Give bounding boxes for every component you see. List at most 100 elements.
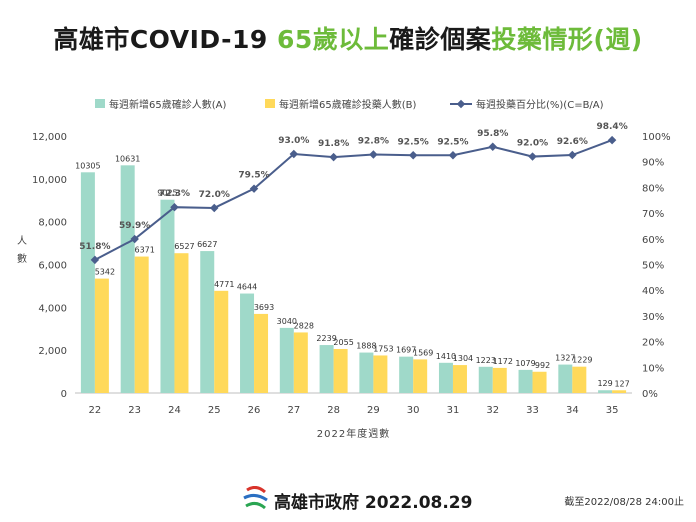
data-label-b: 1753: [373, 344, 393, 353]
bar-series-a: [359, 352, 374, 393]
y2-tick-label: 40%: [642, 286, 664, 297]
legend-label-c: 每週投藥百分比(%)(C=B/A): [476, 100, 604, 111]
y2-tick-label: 70%: [642, 209, 664, 220]
data-label-b: 5342: [95, 268, 115, 277]
x-axis-label: 2022年度週數: [317, 427, 390, 440]
bar-series-a: [518, 369, 533, 393]
y2-tick-label: 60%: [642, 235, 664, 246]
y2-tick-label: 20%: [642, 338, 664, 349]
line-point-c: [90, 255, 100, 265]
line-point-c: [607, 135, 617, 145]
x-tick-label: 33: [526, 405, 539, 416]
data-label-b: 992: [535, 361, 550, 370]
bar-series-b: [134, 256, 149, 393]
data-label-c: 92.6%: [557, 137, 588, 147]
line-point-c: [289, 149, 299, 159]
line-point-c: [130, 234, 139, 244]
bar-series-a: [399, 356, 414, 393]
x-tick-label: 34: [566, 405, 579, 416]
y-tick-label: 4,000: [38, 303, 67, 314]
x-tick-label: 31: [447, 405, 460, 416]
chart-title: 高雄市COVID-19 65歲以上確診個案投藥情形(週): [0, 20, 696, 56]
data-label-c: 59.9%: [119, 221, 150, 231]
legend-swatch-a: [95, 99, 105, 108]
x-tick-label: 27: [287, 405, 300, 416]
line-point-c: [568, 150, 577, 160]
line-point-c: [528, 152, 537, 161]
data-label-c: 91.8%: [318, 139, 349, 149]
kaohsiung-city-logo-icon: [243, 486, 268, 510]
data-label-c: 79.5%: [238, 171, 269, 181]
y-tick-label: 12,000: [32, 132, 67, 143]
bar-series-a: [120, 165, 135, 393]
y-axis-label: 人: [17, 235, 27, 247]
y2-tick-label: 100%: [642, 132, 671, 143]
bar-series-b: [333, 348, 348, 393]
line-point-c: [488, 142, 497, 152]
y2-tick-label: 0%: [642, 389, 658, 400]
bar-series-b: [572, 366, 587, 393]
y-tick-label: 8,000: [38, 218, 67, 229]
data-label-b: 1229: [572, 356, 592, 365]
x-tick-label: 30: [407, 405, 420, 416]
footer-cutoff-note: 截至2022/08/28 24:00止: [564, 497, 684, 508]
y-axis-label: 數: [17, 252, 27, 265]
bar-series-a: [438, 362, 453, 393]
x-tick-label: 25: [208, 405, 221, 416]
y2-tick-label: 80%: [642, 183, 664, 194]
data-label-c: 92.5%: [437, 137, 468, 147]
data-label-b: 6527: [174, 242, 194, 251]
x-tick-label: 28: [327, 405, 340, 416]
chart-canvas: 0 2,000 4,000 6,000 8,000 10,000 12,000 0% 10% 20…: [17, 122, 671, 440]
bar-series-b: [373, 355, 388, 393]
data-label-a: 1888: [356, 342, 376, 351]
bar-series-a: [240, 293, 255, 393]
data-label-a: 10631: [115, 154, 140, 163]
line-series-c: [94, 139, 613, 261]
data-label-c: 51.8%: [79, 242, 110, 252]
bar-series-a: [319, 345, 334, 393]
legend-swatch-b: [265, 99, 275, 108]
bar-series-b: [452, 365, 467, 393]
footer-org-date: 高雄市政府 2022.08.29: [274, 493, 473, 513]
line-point-c: [408, 151, 418, 160]
title-part-3: 確診個案: [389, 25, 492, 54]
bar-series-b: [413, 359, 428, 393]
data-label-a: 1327: [555, 354, 575, 363]
data-label-c: 95.8%: [477, 129, 508, 139]
data-label-c: 98.4%: [596, 122, 627, 132]
title-part-4: 投藥情形(週): [491, 25, 643, 54]
y2-tick-label: 30%: [642, 312, 664, 323]
data-label-a: 1697: [396, 346, 416, 355]
data-label-a: 4644: [237, 283, 257, 292]
data-label-b: 127: [614, 379, 629, 388]
bar-series-b: [214, 290, 229, 393]
data-label-b: 1304: [453, 354, 473, 363]
data-label-b: 1569: [413, 348, 433, 357]
line-point-c: [329, 152, 338, 162]
x-tick-label: 29: [367, 405, 380, 416]
line-point-c: [210, 203, 219, 213]
x-tick-label: 35: [606, 405, 619, 416]
data-label-b: 2055: [333, 338, 353, 347]
data-label-a: 1079: [515, 359, 535, 368]
data-label-a: 3040: [277, 317, 297, 326]
y2-tick-label: 50%: [642, 261, 664, 272]
data-label-a: 2239: [316, 334, 336, 343]
bar-series-a: [558, 364, 573, 393]
data-label-a: 129: [597, 379, 612, 388]
bar-series-b: [174, 253, 189, 393]
data-label-a: 1223: [476, 356, 496, 365]
data-label-a: 6627: [197, 240, 217, 249]
data-label-a: 1410: [436, 352, 456, 361]
y-tick-label: 0: [61, 389, 67, 400]
bar-series-b: [293, 332, 308, 393]
legend-line-marker-icon: [450, 99, 472, 109]
legend-label-a: 每週新增65歲確診人數(A): [109, 100, 227, 111]
bar-series-b: [492, 367, 507, 393]
y2-tick-label: 10%: [642, 363, 664, 374]
data-label-a: 9025: [157, 189, 177, 198]
data-label-a: 10305: [75, 161, 100, 170]
bar-series-a: [200, 251, 215, 393]
data-label-c: 72.0%: [199, 190, 230, 200]
